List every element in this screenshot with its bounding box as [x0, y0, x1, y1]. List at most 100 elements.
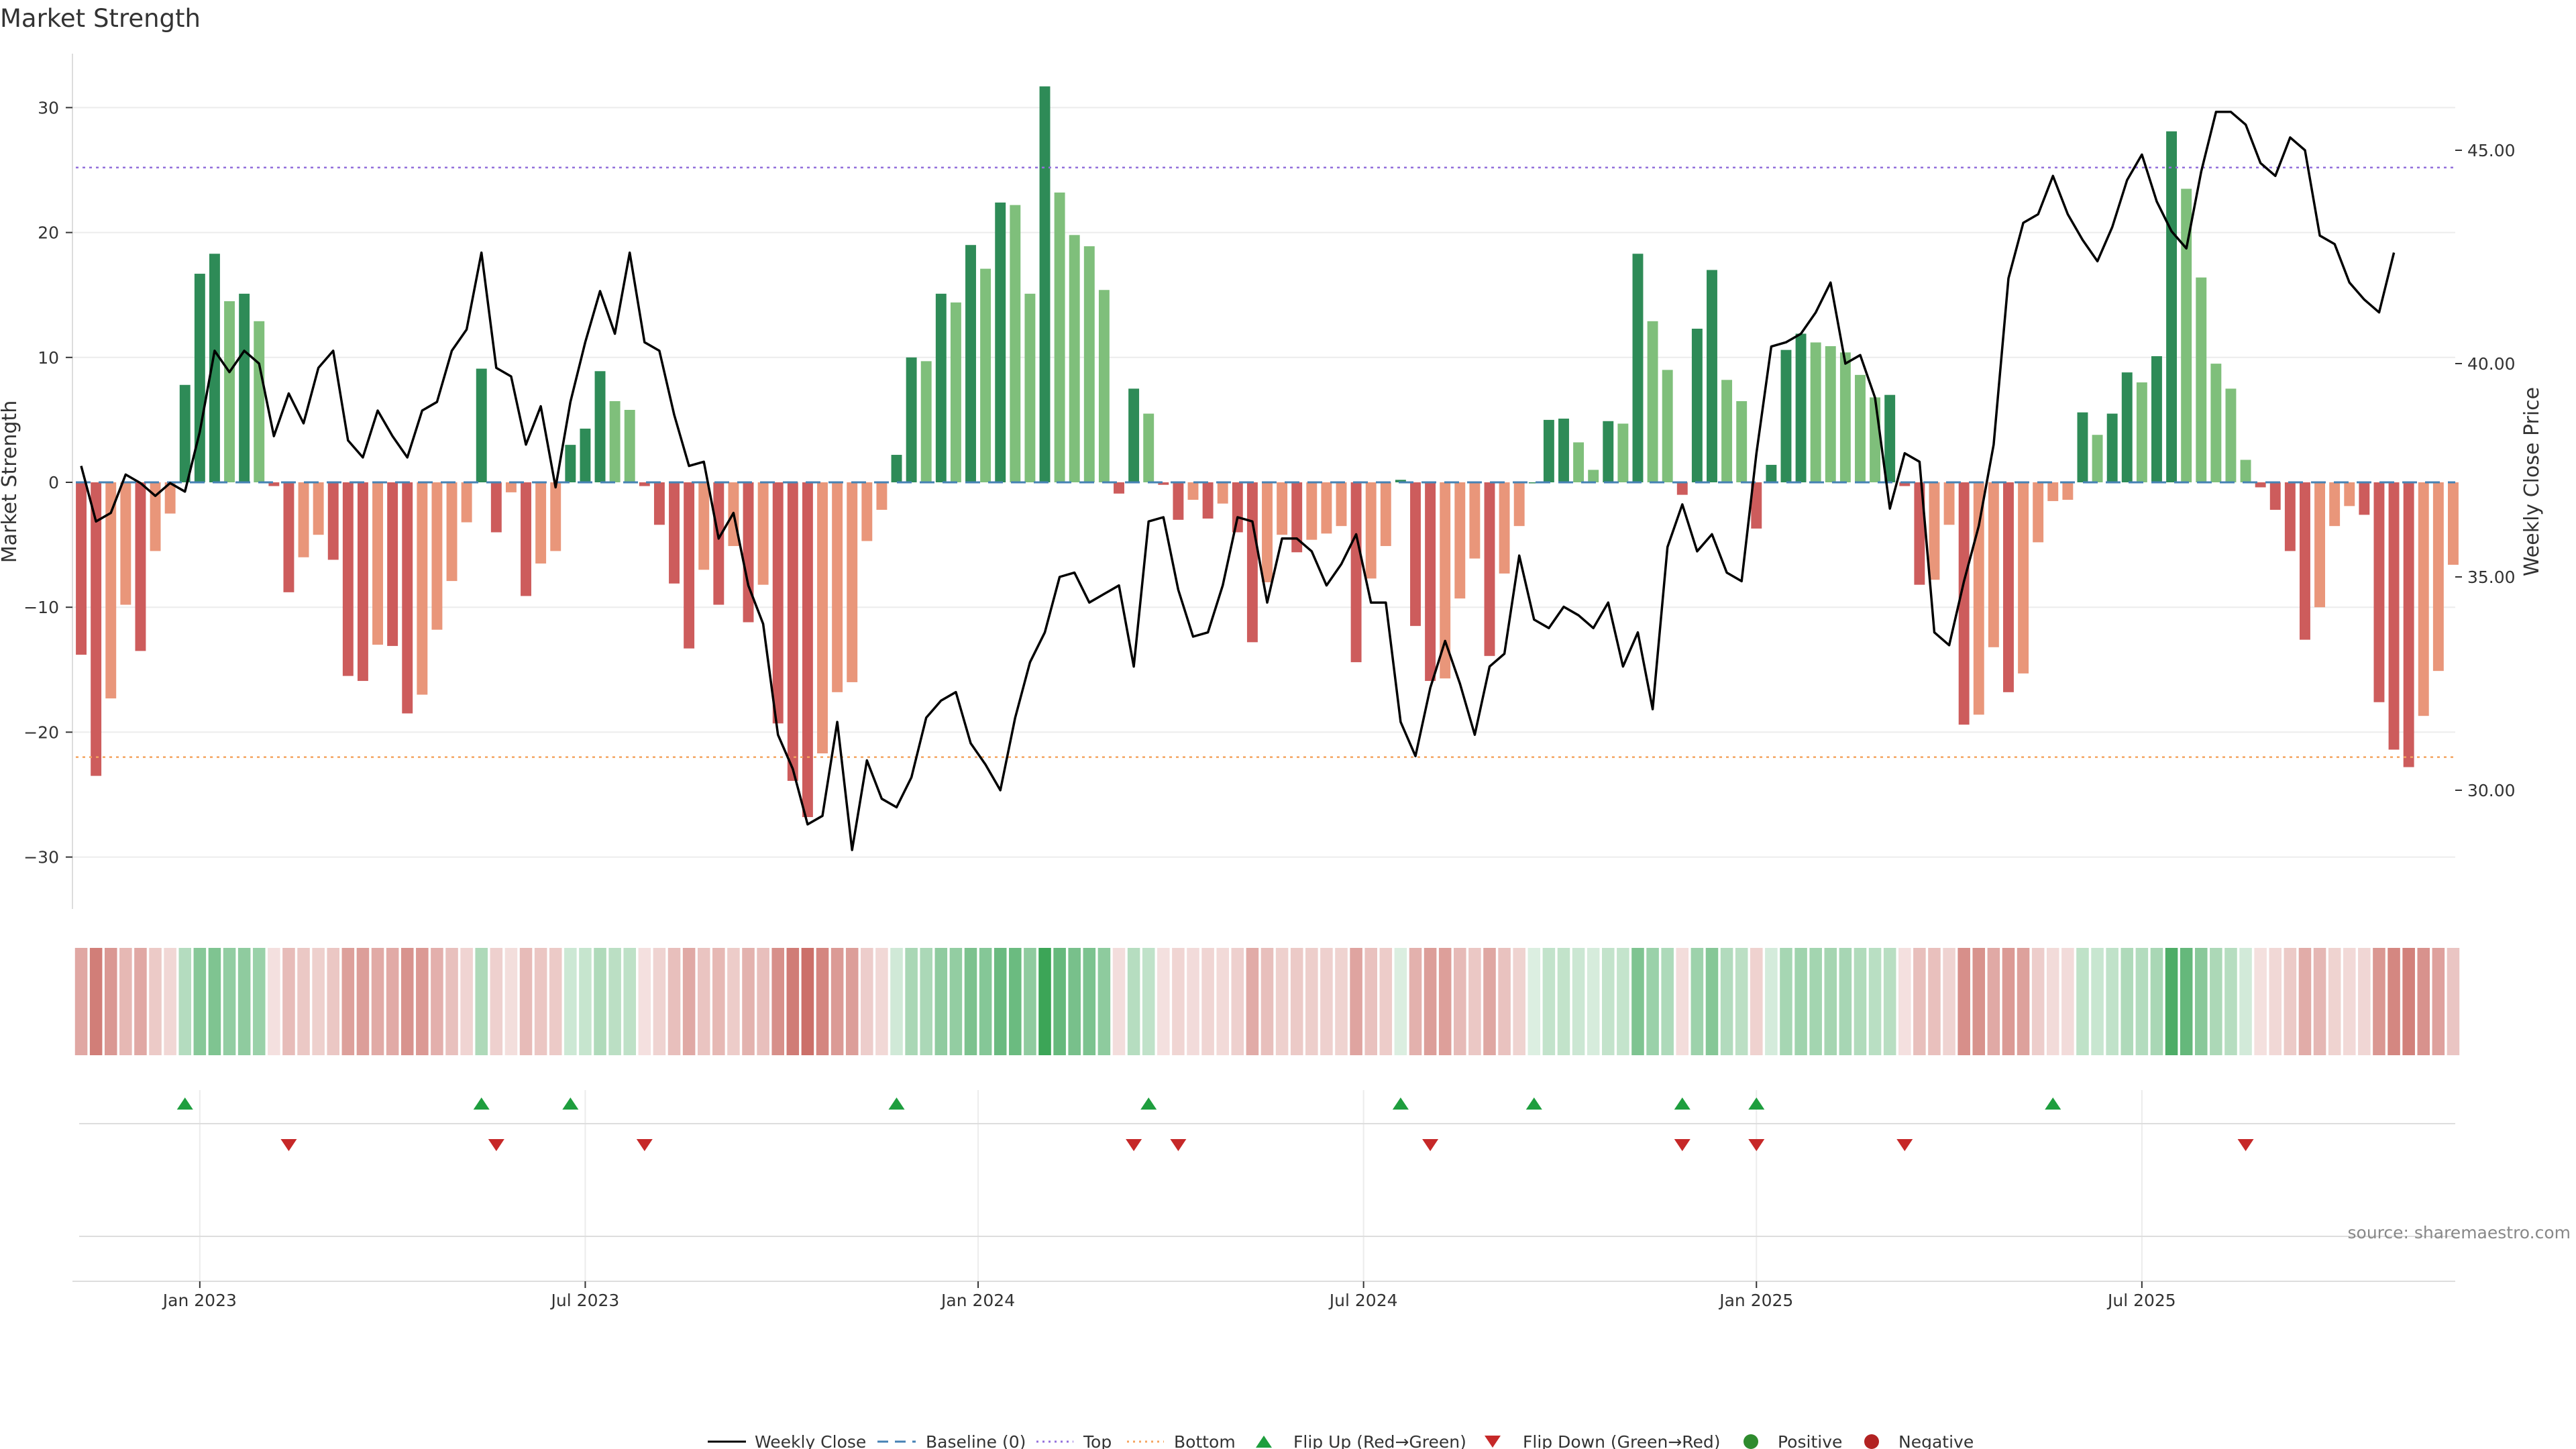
heat-cell [2313, 948, 2326, 1055]
heat-cell [237, 948, 251, 1055]
heat-cell [1780, 948, 1792, 1055]
strength-bar [1588, 470, 1599, 482]
heat-cell [1868, 948, 1882, 1055]
heat-cell [327, 948, 340, 1055]
legend: Weekly Close Baseline (0) Top Bottom Fli… [708, 1432, 1974, 1449]
y-tick-label: −10 [23, 598, 59, 617]
strength-bar [239, 293, 250, 482]
strength-bar [713, 482, 724, 605]
heat-cell [2224, 948, 2237, 1055]
heat-cell [1275, 948, 1289, 1055]
strength-bar [609, 400, 621, 482]
strength-bar [1870, 397, 1881, 482]
flip-down-marker [1170, 1139, 1187, 1151]
y2-tick-label: 40.00 [2467, 354, 2516, 374]
strength-bar [1617, 423, 1629, 482]
flip-down-marker [488, 1139, 504, 1151]
strength-bar [120, 482, 131, 605]
strength-bar [1395, 480, 1406, 482]
heat-cell [1009, 948, 1022, 1055]
heat-cell [771, 948, 785, 1055]
strength-bar [594, 371, 606, 482]
strength-bar [2314, 482, 2326, 608]
heat-cell [801, 948, 814, 1055]
strength-bar [2432, 482, 2444, 672]
heat-cell [1097, 948, 1111, 1055]
heat-cell [1794, 948, 1807, 1055]
legend-baseline: Baseline (0) [926, 1432, 1026, 1449]
strength-bar [1958, 482, 1970, 725]
strength-bar [1306, 482, 1318, 540]
heat-cell [2091, 948, 2104, 1055]
heat-cell [1527, 948, 1541, 1055]
strength-bar [1766, 464, 1777, 482]
heat-cell [1839, 948, 1852, 1055]
legend-negative: Negative [1898, 1432, 1974, 1449]
strength-bar [2329, 482, 2341, 527]
strength-bar [1676, 482, 1688, 495]
heat-cell [297, 948, 310, 1055]
heat-cell [2417, 948, 2430, 1055]
heat-cell [1646, 948, 1659, 1055]
strength-bar [743, 482, 754, 623]
heat-cell [845, 948, 859, 1055]
strength-bar [357, 482, 368, 682]
heat-cell [74, 948, 88, 1055]
legend-weekly-close: Weekly Close [755, 1432, 866, 1449]
x-tick-label: Jul 2024 [1328, 1291, 1398, 1310]
legend-flip-up-icon [1256, 1436, 1272, 1448]
heat-cell [2328, 948, 2341, 1055]
gridlines [72, 54, 2455, 1281]
strength-bar [1751, 482, 1762, 529]
heat-cell [1587, 948, 1600, 1055]
strength-bar [653, 482, 665, 525]
strength-bar [2033, 482, 2044, 543]
heat-cell [875, 948, 888, 1055]
right-axis: 30.00 35.00 40.00 45.00 [2455, 141, 2516, 800]
flip-down-marker [636, 1139, 653, 1151]
strength-heat-strip [74, 948, 2460, 1055]
strength-bar [164, 482, 176, 514]
y-tick-label: −20 [23, 722, 59, 742]
heat-cell [994, 948, 1007, 1055]
strength-bar [1277, 482, 1288, 535]
x-axis: Jan 2023 Jul 2023 Jan 2024 Jul 2024 Jan 2025… [162, 1281, 2176, 1310]
strength-bar [2092, 435, 2103, 482]
strength-bar [1973, 482, 1984, 715]
heat-cell [816, 948, 829, 1055]
strength-bar [1365, 482, 1377, 579]
heat-cell [949, 948, 963, 1055]
y2-tick-label: 35.00 [2467, 568, 2516, 587]
strength-bar [1054, 193, 1065, 482]
heat-cell [830, 948, 844, 1055]
heat-cell [979, 948, 992, 1055]
strength-bar [2284, 482, 2296, 551]
flip-up-marker [1392, 1097, 1409, 1110]
flip-down-marker [2237, 1139, 2254, 1151]
heat-cell [1617, 948, 1629, 1055]
legend-top: Top [1083, 1432, 1112, 1449]
heat-cell [223, 948, 236, 1055]
strength-bar [669, 482, 680, 584]
heat-cell [1394, 948, 1407, 1055]
flip-up-marker [176, 1097, 193, 1110]
heat-cell [1468, 948, 1481, 1055]
heat-cell [1972, 948, 1986, 1055]
heat-cell [1379, 948, 1393, 1055]
strength-bar [535, 482, 547, 564]
strength-bar [2106, 413, 2118, 482]
heat-cell [252, 948, 266, 1055]
x-tick-label: Jan 2024 [940, 1291, 1015, 1310]
strength-bar [1528, 482, 1540, 484]
heat-cell [2402, 948, 2415, 1055]
heat-cell [594, 948, 606, 1055]
y-tick-label: −30 [23, 848, 59, 867]
strength-bar [906, 357, 917, 482]
strength-bar [2077, 412, 2088, 482]
strength-bar [2269, 482, 2281, 510]
strength-bar [446, 482, 458, 582]
heat-cell [2387, 948, 2400, 1055]
heat-cell [1957, 948, 1970, 1055]
heat-cell [1172, 948, 1185, 1055]
